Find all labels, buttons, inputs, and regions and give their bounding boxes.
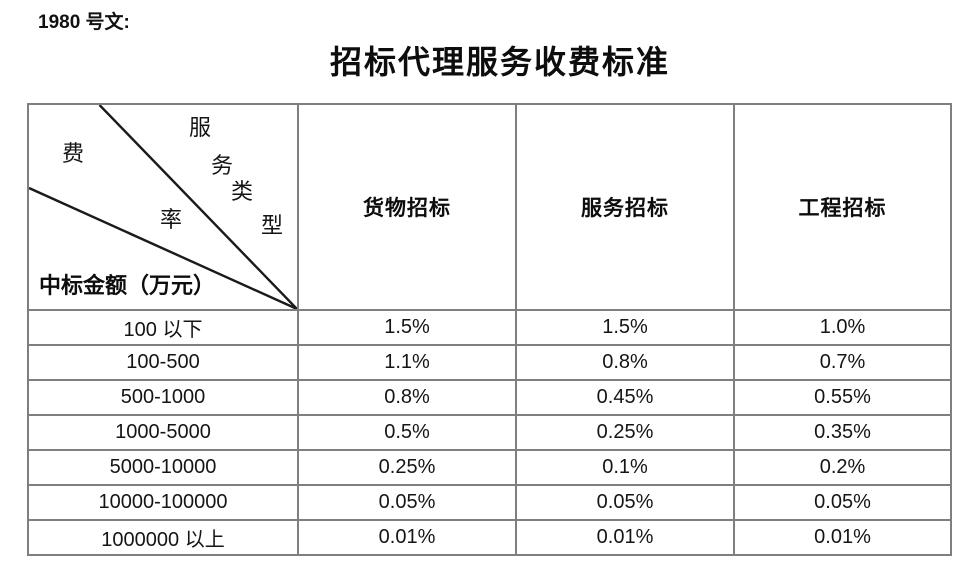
corner-fee-rate-char: 率 bbox=[160, 207, 183, 232]
rate-cell: 0.5% bbox=[297, 414, 517, 451]
corner-service-type-char: 类 bbox=[231, 179, 254, 204]
column-header-services: 服务招标 bbox=[515, 103, 735, 311]
table-row: 1000-5000 0.5% 0.25% 0.35% bbox=[27, 414, 952, 451]
rate-cell: 0.1% bbox=[515, 449, 735, 486]
table-row: 1000000 以上 0.01% 0.01% 0.01% bbox=[27, 519, 952, 556]
rate-cell: 1.5% bbox=[515, 309, 735, 346]
doc-number-label: 1980 号文: bbox=[38, 12, 130, 33]
table-row: 5000-10000 0.25% 0.1% 0.2% bbox=[27, 449, 952, 486]
column-header-goods: 货物招标 bbox=[297, 103, 517, 311]
column-header-works: 工程招标 bbox=[733, 103, 952, 311]
amount-range-cell: 100 以下 bbox=[27, 309, 299, 346]
table-corner-cell: 服 务 类 型 费 率 中标金额（万元） bbox=[27, 103, 299, 311]
rate-cell: 0.25% bbox=[515, 414, 735, 451]
amount-range-cell: 5000-10000 bbox=[27, 449, 299, 486]
table-row: 100-500 1.1% 0.8% 0.7% bbox=[27, 344, 952, 381]
rate-cell: 0.35% bbox=[733, 414, 952, 451]
rate-cell: 0.01% bbox=[733, 519, 952, 556]
page-title: 招标代理服务收费标准 bbox=[329, 44, 670, 80]
fee-standard-table: 服 务 类 型 费 率 中标金额（万元） 货物招标 服务招标 工程招标 100 … bbox=[27, 103, 952, 556]
corner-fee-rate-char: 费 bbox=[62, 141, 85, 166]
amount-range-cell: 1000000 以上 bbox=[27, 519, 299, 556]
table-row: 10000-100000 0.05% 0.05% 0.05% bbox=[27, 484, 952, 521]
table-row: 500-1000 0.8% 0.45% 0.55% bbox=[27, 379, 952, 416]
rate-cell: 1.1% bbox=[297, 344, 517, 381]
rate-cell: 0.01% bbox=[515, 519, 735, 556]
amount-range-cell: 100-500 bbox=[27, 344, 299, 381]
corner-service-type-char: 服 bbox=[189, 115, 212, 140]
rate-cell: 0.05% bbox=[733, 484, 952, 521]
rate-cell: 0.8% bbox=[297, 379, 517, 416]
rate-cell: 1.5% bbox=[297, 309, 517, 346]
rate-cell: 0.05% bbox=[297, 484, 517, 521]
amount-range-cell: 10000-100000 bbox=[27, 484, 299, 521]
corner-service-type-char: 务 bbox=[211, 153, 234, 178]
rate-cell: 0.8% bbox=[515, 344, 735, 381]
rate-cell: 0.25% bbox=[297, 449, 517, 486]
amount-range-cell: 500-1000 bbox=[27, 379, 299, 416]
rate-cell: 0.2% bbox=[733, 449, 952, 486]
rate-cell: 0.7% bbox=[733, 344, 952, 381]
rate-cell: 0.45% bbox=[515, 379, 735, 416]
corner-amount-label: 中标金额（万元） bbox=[39, 273, 216, 298]
table-header-row: 服 务 类 型 费 率 中标金额（万元） 货物招标 服务招标 工程招标 bbox=[27, 103, 952, 311]
amount-range-cell: 1000-5000 bbox=[27, 414, 299, 451]
rate-cell: 1.0% bbox=[733, 309, 952, 346]
diagonal-divider-lines bbox=[29, 105, 297, 309]
table-row: 100 以下 1.5% 1.5% 1.0% bbox=[27, 309, 952, 346]
rate-cell: 0.55% bbox=[733, 379, 952, 416]
rate-cell: 0.05% bbox=[515, 484, 735, 521]
rate-cell: 0.01% bbox=[297, 519, 517, 556]
corner-service-type-char: 型 bbox=[261, 213, 284, 238]
